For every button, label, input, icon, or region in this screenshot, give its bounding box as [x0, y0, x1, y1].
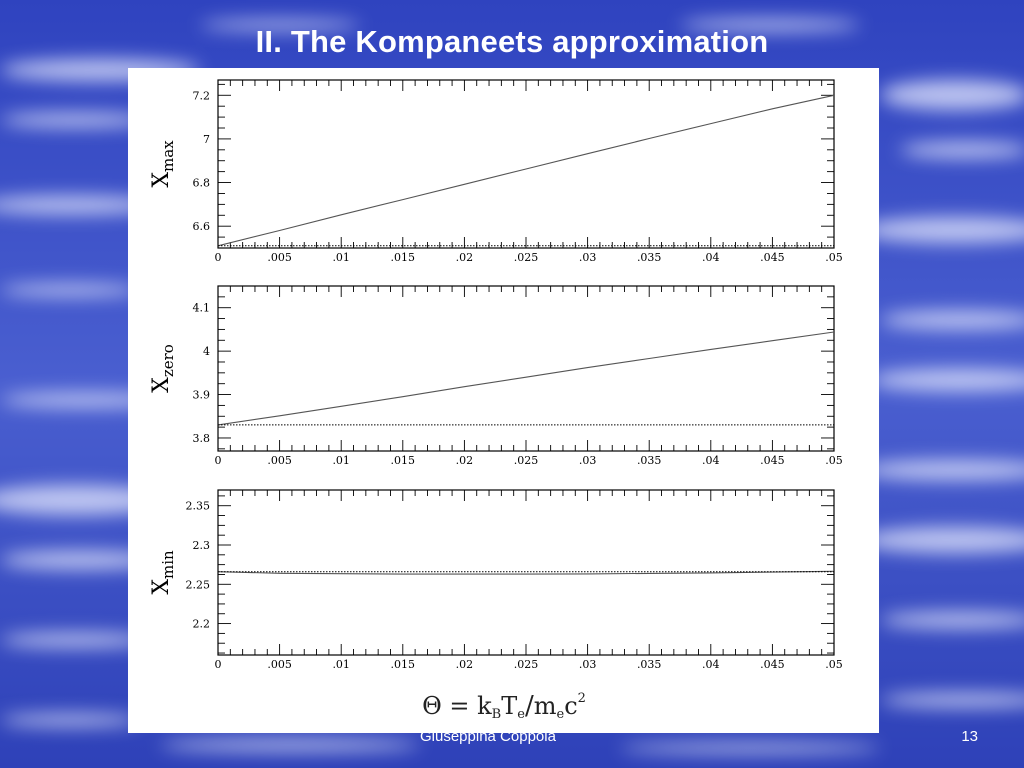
x-tick-label: .05 — [825, 658, 843, 671]
series-line — [217, 570, 835, 575]
y-axis-label: Xmax — [149, 140, 177, 188]
x-tick-label: 0 — [215, 251, 222, 264]
x-tick-label: .025 — [514, 454, 539, 467]
x-tick-label: 0 — [215, 454, 222, 467]
y-tick-label: 2.35 — [186, 500, 211, 513]
x-tick-label: .035 — [637, 454, 662, 467]
x-tick-label: .025 — [514, 658, 539, 671]
series-line — [217, 331, 835, 426]
page-number: 13 — [961, 728, 978, 745]
y-tick-label: 7.2 — [193, 89, 211, 102]
x-tick-label: .01 — [332, 454, 350, 467]
x-tick-label: .05 — [825, 454, 843, 467]
y-tick-label: 7 — [203, 133, 210, 146]
y-tick-label: 2.25 — [186, 578, 211, 591]
x-axis-label: Θ = kBTe/mec2 — [422, 691, 586, 722]
x-tick-label: .045 — [760, 658, 785, 671]
x-tick-label: .01 — [332, 251, 350, 264]
x-tick-label: .02 — [456, 658, 474, 671]
x-tick-label: .04 — [702, 658, 720, 671]
x-tick-label: .02 — [456, 454, 474, 467]
y-tick-label: 6.8 — [193, 177, 211, 190]
x-tick-label: .02 — [456, 251, 474, 264]
x-tick-label: .005 — [267, 658, 292, 671]
chart-min: 0 .005 .01 .015 .02 .025 .03 .035 .04 .045 .05 2.2 2… — [149, 489, 843, 671]
x-tick-label: .03 — [579, 658, 597, 671]
series-line — [217, 94, 835, 247]
x-tick-label: .015 — [391, 251, 416, 264]
chart-zero: 0 .005 .01 .015 .02 .025 .03 .035 .04 .045 .05 3.8 3… — [149, 285, 843, 467]
x-tick-label: .045 — [760, 454, 785, 467]
y-tick-label: 3.9 — [193, 389, 211, 402]
y-tick-label: 4 — [203, 345, 210, 358]
y-tick-label: 3.8 — [193, 432, 211, 445]
x-tick-label: .045 — [760, 251, 785, 264]
x-tick-label: .025 — [514, 251, 539, 264]
slide-title: II. The Kompaneets approximation — [255, 24, 769, 59]
x-tick-label: .015 — [391, 658, 416, 671]
y-tick-label: 2.2 — [193, 618, 211, 631]
kompaneets-plots: 0 .005 .01 .015 .02 .025 .03 .035 .04 .045 .05 6.6 6… — [149, 79, 843, 722]
plot-frame — [217, 285, 835, 452]
y-tick-label: 2.3 — [193, 539, 211, 552]
x-tick-label: .01 — [332, 658, 350, 671]
y-axis-label: Xzero — [149, 344, 177, 393]
x-tick-label: .03 — [579, 251, 597, 264]
x-tick-label: .05 — [825, 251, 843, 264]
chart-panel: 0 .005 .01 .015 .02 .025 .03 .035 .04 .045 .05 6.6 6… — [128, 68, 879, 733]
x-tick-label: .005 — [267, 454, 292, 467]
chart-max: 0 .005 .01 .015 .02 .025 .03 .035 .04 .045 .05 6.6 6… — [149, 79, 843, 264]
y-tick-label: 6.6 — [193, 220, 211, 233]
x-tick-label: 0 — [215, 658, 222, 671]
x-tick-label: .015 — [391, 454, 416, 467]
footer-author: Giuseppina Coppola — [420, 728, 556, 745]
x-tick-label: .03 — [579, 454, 597, 467]
y-tick-label: 4.1 — [193, 302, 211, 315]
x-tick-label: .035 — [637, 658, 662, 671]
x-tick-label: .04 — [702, 454, 720, 467]
y-axis-label: Xmin — [149, 550, 177, 595]
x-tick-label: .035 — [637, 251, 662, 264]
x-tick-label: .005 — [267, 251, 292, 264]
x-tick-label: .04 — [702, 251, 720, 264]
